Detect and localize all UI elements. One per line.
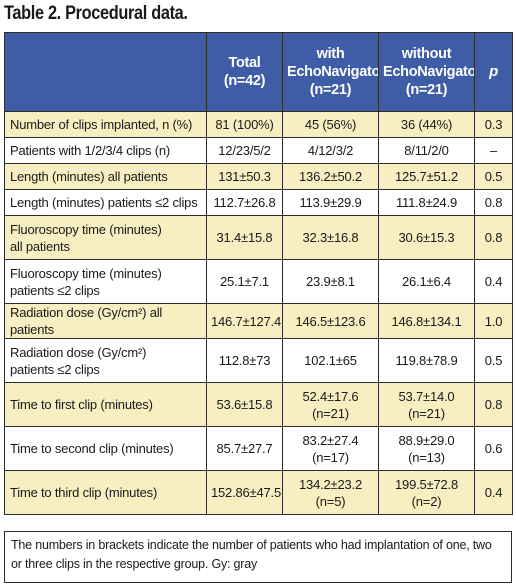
cell-with: 32.3±16.8: [282, 215, 379, 260]
cell-without: 26.1±6.4: [378, 259, 475, 304]
cell-total: 131±50.3: [206, 163, 283, 190]
cell-with: 134.2±23.2 (n=5): [282, 470, 379, 515]
cell-without: 119.8±78.9: [378, 338, 475, 383]
row-label: Length (minutes) patients ≤2 clips: [4, 189, 207, 216]
cell-total: 85.7±27.7: [206, 426, 283, 471]
cell-total: 25.1±7.1: [206, 259, 283, 304]
row-label: Radiation dose (Gy/cm²) patients ≤2 clips: [4, 338, 207, 383]
cell-without: 146.8±134.1: [378, 303, 475, 339]
cell-with: 23.9±8.1: [282, 259, 379, 304]
cell-without: 125.7±51.2: [378, 163, 475, 190]
cell-with: 136.2±50.2: [282, 163, 379, 190]
header-label-cell: [4, 32, 207, 112]
row-label: Number of clips implanted, n (%): [4, 111, 207, 138]
cell-p: 0.8: [474, 215, 513, 260]
table-row: Time to third clip (minutes) 152.86±47.5 1…: [4, 470, 513, 515]
cell-total: 112.7±26.8: [206, 189, 283, 216]
header-p: p: [474, 32, 513, 112]
table-title: Table 2. Procedural data.: [4, 3, 188, 24]
header-row: Total (n=42) with EchoNavigator (n=21) w…: [4, 32, 513, 112]
cell-p: –: [474, 137, 513, 164]
cell-with: 146.5±123.6: [282, 303, 379, 339]
table-row: Radiation dose (Gy/cm²) patients ≤2 clips…: [4, 338, 513, 383]
cell-p: 0.5: [474, 338, 513, 383]
cell-total: 146.7±127.4: [206, 303, 283, 339]
cell-p: 0.3: [474, 111, 513, 138]
table-footnote: The numbers in brackets indicate the num…: [4, 531, 512, 583]
row-label: Patients with 1/2/3/4 clips (n): [4, 137, 207, 164]
table-row: Patients with 1/2/3/4 clips (n) 12/23/5/2…: [4, 137, 513, 164]
cell-p: 1.0: [474, 303, 513, 339]
cell-with: 102.1±65: [282, 338, 379, 383]
cell-with: 52.4±17.6 (n=21): [282, 382, 379, 427]
table-row: Length (minutes) patients ≤2 clips 112.7±…: [4, 189, 513, 216]
cell-without: 88.9±29.0 (n=13): [378, 426, 475, 471]
row-label: Fluoroscopy time (minutes) patients ≤2 cl…: [4, 259, 207, 304]
row-label: Time to second clip (minutes): [4, 426, 207, 471]
cell-total: 53.6±15.8: [206, 382, 283, 427]
cell-without: 111.8±24.9: [378, 189, 475, 216]
cell-total: 112.8±73: [206, 338, 283, 383]
cell-total: 31.4±15.8: [206, 215, 283, 260]
table-row: Number of clips implanted, n (%) 81 (100%…: [4, 111, 513, 138]
cell-with: 45 (56%): [282, 111, 379, 138]
table-row: Fluoroscopy time (minutes) patients ≤2 cl…: [4, 259, 513, 304]
table-row: Fluoroscopy time (minutes) all patients 31…: [4, 215, 513, 260]
cell-total: 81 (100%): [206, 111, 283, 138]
cell-without: 30.6±15.3: [378, 215, 475, 260]
cell-without: 53.7±14.0 (n=21): [378, 382, 475, 427]
row-label: Length (minutes) all patients: [4, 163, 207, 190]
header-with: with EchoNavigator (n=21): [282, 32, 379, 112]
table-row: Length (minutes) all patients 131±50.3 136…: [4, 163, 513, 190]
cell-without: 8/11/2/0: [378, 137, 475, 164]
table-row: Radiation dose (Gy/cm²) all patients 146.…: [4, 303, 513, 339]
cell-p: 0.4: [474, 470, 513, 515]
cell-p: 0.8: [474, 189, 513, 216]
table-row: Time to first clip (minutes) 53.6±15.8 52.…: [4, 382, 513, 427]
row-label: Time to third clip (minutes): [4, 470, 207, 515]
header-total: Total (n=42): [206, 32, 283, 112]
cell-p: 0.6: [474, 426, 513, 471]
cell-with: 83.2±27.4 (n=17): [282, 426, 379, 471]
row-label: Radiation dose (Gy/cm²) all patients: [4, 303, 207, 339]
cell-without: 36 (44%): [378, 111, 475, 138]
cell-p: 0.5: [474, 163, 513, 190]
procedural-data-table: Total (n=42) with EchoNavigator (n=21) w…: [4, 32, 513, 515]
cell-p: 0.4: [474, 259, 513, 304]
cell-total: 12/23/5/2: [206, 137, 283, 164]
cell-p: 0.8: [474, 382, 513, 427]
cell-total: 152.86±47.5: [206, 470, 283, 515]
cell-with: 113.9±29.9: [282, 189, 379, 216]
table-row: Time to second clip (minutes) 85.7±27.7 83…: [4, 426, 513, 471]
cell-without: 199.5±72.8 (n=2): [378, 470, 475, 515]
row-label: Time to first clip (minutes): [4, 382, 207, 427]
cell-with: 4/12/3/2: [282, 137, 379, 164]
row-label: Fluoroscopy time (minutes) all patients: [4, 215, 207, 260]
header-without: without EchoNavigator (n=21): [378, 32, 475, 112]
